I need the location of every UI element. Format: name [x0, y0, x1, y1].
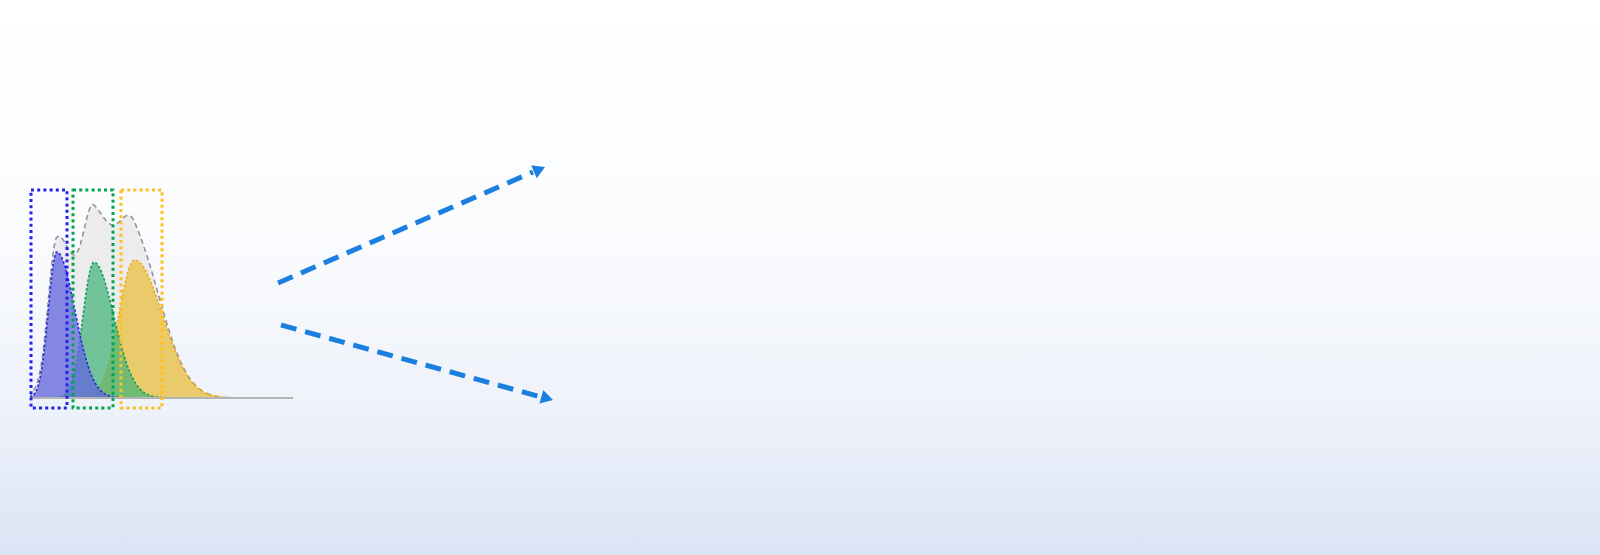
unmix-arrow-head — [531, 165, 545, 179]
mixed-curve-A — [30, 251, 148, 399]
ch1-gate-box — [29, 188, 69, 410]
ch3-gate-box — [119, 188, 164, 410]
flow-arrows — [277, 165, 553, 404]
mixed-spectra-chart — [29, 188, 293, 410]
unmix-arrow-line — [277, 169, 534, 286]
ch2-gate-box — [71, 188, 115, 410]
compensation-arrow-head — [539, 390, 553, 404]
compensation-arrow-line — [280, 322, 542, 400]
